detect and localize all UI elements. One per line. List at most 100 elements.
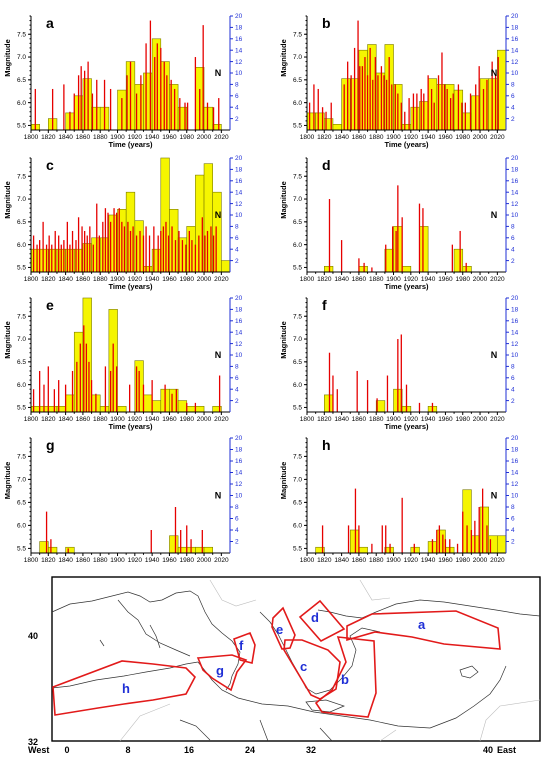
zone-label-g: g — [216, 663, 224, 678]
y2-tick-label: 8 — [511, 82, 515, 89]
y-tick-label: 7.0 — [17, 54, 26, 61]
zone-f — [233, 631, 256, 664]
y2-tick-label: 2 — [235, 116, 239, 123]
count-bar — [358, 546, 368, 554]
x-tick-label: 1900 — [386, 276, 401, 283]
x-tick-label: 1980 — [180, 416, 195, 423]
y2-tick-label: 10 — [511, 212, 519, 219]
panel-letter: h — [322, 437, 331, 453]
y2-tick-label: 20 — [511, 435, 519, 442]
x-tick-label: 2020 — [490, 134, 505, 141]
zone-label-e: e — [276, 622, 283, 637]
y-tick-label: 6.0 — [293, 100, 302, 107]
count-bar — [30, 248, 40, 273]
y2-tick-label: 20 — [235, 13, 243, 20]
x-tick-label: 1880 — [93, 276, 108, 283]
count-bar — [401, 265, 412, 273]
y2-tick-label: 4 — [235, 386, 239, 393]
x-tick-label: 2000 — [473, 276, 488, 283]
y2-tick-label: 6 — [511, 375, 515, 382]
x-tick-label: 1960 — [162, 557, 177, 564]
x-tick-label: 1980 — [180, 134, 195, 141]
y2-tick-label: 8 — [235, 504, 239, 511]
x-tick-label: 1840 — [58, 557, 73, 564]
count-bar — [117, 405, 127, 413]
y-tick-label: 7.0 — [17, 336, 26, 343]
lon-tick-label: 8 — [125, 745, 130, 755]
y2-tick-label: 12 — [235, 201, 243, 208]
y2-tick-label: 18 — [511, 447, 519, 454]
y2-tick-label: 12 — [511, 201, 519, 208]
y-tick-label: 7.5 — [17, 173, 26, 180]
x-tick-label: 1800 — [24, 276, 39, 283]
y-tick-label: 5.5 — [17, 546, 26, 553]
count-bar — [186, 405, 196, 413]
x-tick-label: 1800 — [300, 134, 315, 141]
x-tick-label: 2000 — [197, 134, 212, 141]
y2-tick-label: 18 — [235, 167, 243, 174]
y-tick-label: 7.0 — [293, 477, 302, 484]
x-tick-label: 1920 — [404, 557, 419, 564]
count-bar — [462, 265, 472, 273]
y-tick-label: 6.5 — [293, 359, 302, 366]
y2-axis-label: N — [215, 350, 222, 360]
zone-h — [52, 660, 196, 716]
y2-tick-label: 18 — [235, 447, 243, 454]
zone-label-a: a — [418, 617, 426, 632]
y-tick-label: 6.5 — [17, 77, 26, 84]
lon-tick-label: 0 — [64, 745, 69, 755]
y2-tick-label: 12 — [511, 481, 519, 488]
y-axis-label: Magnitude — [279, 181, 288, 219]
y-axis-label: Magnitude — [279, 321, 288, 359]
x-tick-label: 1920 — [404, 416, 419, 423]
count-bar — [410, 106, 420, 131]
x-tick-label: 1860 — [76, 416, 91, 423]
y2-tick-label: 6 — [511, 516, 515, 523]
zone-label-b: b — [341, 672, 349, 687]
y2-axis-label: N — [491, 210, 498, 220]
y2-tick-label: 10 — [235, 352, 243, 359]
x-tick-label: 1980 — [456, 416, 471, 423]
x-tick-label: 1940 — [145, 416, 160, 423]
lon-tick-label: 32 — [306, 745, 316, 755]
x-tick-label: 1940 — [145, 276, 160, 283]
x-tick-label: 1960 — [162, 416, 177, 423]
y2-tick-label: 2 — [511, 539, 515, 546]
x-tick-label: 2020 — [214, 134, 229, 141]
y2-axis-label: N — [215, 491, 222, 501]
y-axis-label: Magnitude — [3, 39, 12, 77]
panel-letter: f — [322, 297, 327, 313]
x-tick-label: 2000 — [473, 416, 488, 423]
count-bar — [48, 405, 58, 413]
y-axis-label: Magnitude — [279, 462, 288, 500]
y2-tick-label: 6 — [511, 93, 515, 100]
count-bar — [177, 400, 188, 413]
y2-tick-label: 8 — [235, 82, 239, 89]
x-tick-label: 2000 — [473, 557, 488, 564]
y-tick-label: 7.5 — [17, 31, 26, 38]
lon-tick-label: 24 — [245, 745, 255, 755]
y2-tick-label: 4 — [235, 104, 239, 111]
y2-tick-label: 8 — [235, 224, 239, 231]
count-bar — [186, 226, 196, 273]
x-tick-label: 1820 — [317, 134, 332, 141]
panel-letter: c — [46, 157, 54, 173]
coastline — [329, 627, 381, 691]
y2-axis-label: N — [491, 350, 498, 360]
count-bar — [73, 331, 84, 413]
x-tick-label: 1900 — [110, 276, 125, 283]
x-tick-label: 1820 — [317, 557, 332, 564]
y-tick-label: 5.5 — [17, 265, 26, 272]
y2-tick-label: 20 — [511, 155, 519, 162]
y2-tick-label: 12 — [511, 341, 519, 348]
count-bar — [497, 535, 507, 554]
y-tick-label: 7.0 — [293, 196, 302, 203]
y2-tick-label: 16 — [235, 458, 243, 465]
x-tick-label: 1820 — [41, 416, 56, 423]
x-tick-label: 1800 — [24, 416, 39, 423]
y-tick-label: 5.5 — [17, 123, 26, 130]
x-tick-label: 1900 — [110, 557, 125, 564]
